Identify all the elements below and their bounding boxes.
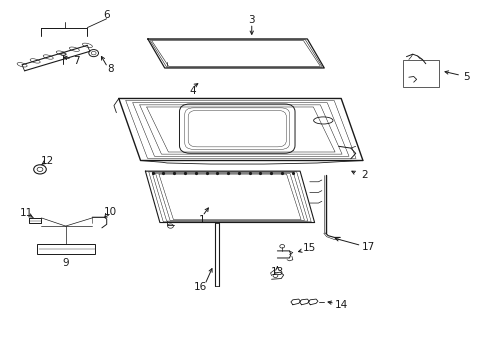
- Bar: [37, 244, 95, 255]
- Text: 14: 14: [334, 300, 347, 310]
- Bar: [402, 60, 438, 87]
- Text: 3: 3: [248, 15, 255, 25]
- Text: 12: 12: [41, 156, 54, 166]
- Text: 15: 15: [303, 243, 316, 253]
- Text: 17: 17: [361, 242, 374, 252]
- Text: 10: 10: [103, 207, 117, 217]
- Text: 5: 5: [463, 72, 469, 81]
- Text: 9: 9: [62, 258, 69, 268]
- Text: 8: 8: [106, 64, 113, 75]
- Text: 4: 4: [189, 86, 196, 96]
- Text: 7: 7: [73, 56, 80, 66]
- Text: 11: 11: [20, 208, 33, 218]
- Text: 6: 6: [103, 10, 110, 20]
- Text: 16: 16: [193, 282, 206, 292]
- Text: 2: 2: [360, 170, 367, 180]
- Text: 1: 1: [199, 215, 205, 225]
- Text: 13: 13: [270, 267, 284, 277]
